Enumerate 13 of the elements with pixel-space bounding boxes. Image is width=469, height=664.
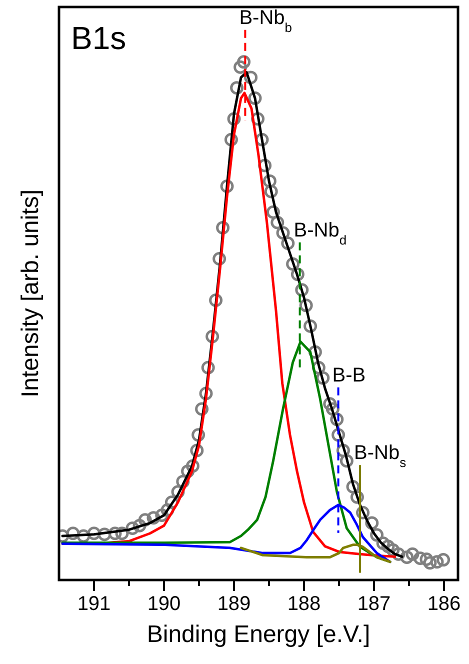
x-tick-label: 186: [427, 593, 461, 615]
x-tick-label: 191: [77, 593, 111, 615]
x-axis-title: Binding Energy [e.V.]: [146, 621, 370, 648]
x-tick-label: 189: [217, 593, 251, 615]
chart-title: B1s: [71, 20, 126, 56]
y-axis-title: Intensity [arb. units]: [17, 189, 44, 398]
x-tick-label: 188: [287, 593, 321, 615]
x-tick-label: 190: [147, 593, 181, 615]
ref-line-label: B-Nb$_{d}$: [294, 219, 347, 247]
ref-line-label: B-B: [332, 364, 366, 386]
x-tick-label: 187: [357, 593, 391, 615]
ref-line-label: B-Nb$_{b}$: [239, 6, 292, 34]
ref-line-label: B-Nb$_{s}$: [354, 442, 407, 470]
